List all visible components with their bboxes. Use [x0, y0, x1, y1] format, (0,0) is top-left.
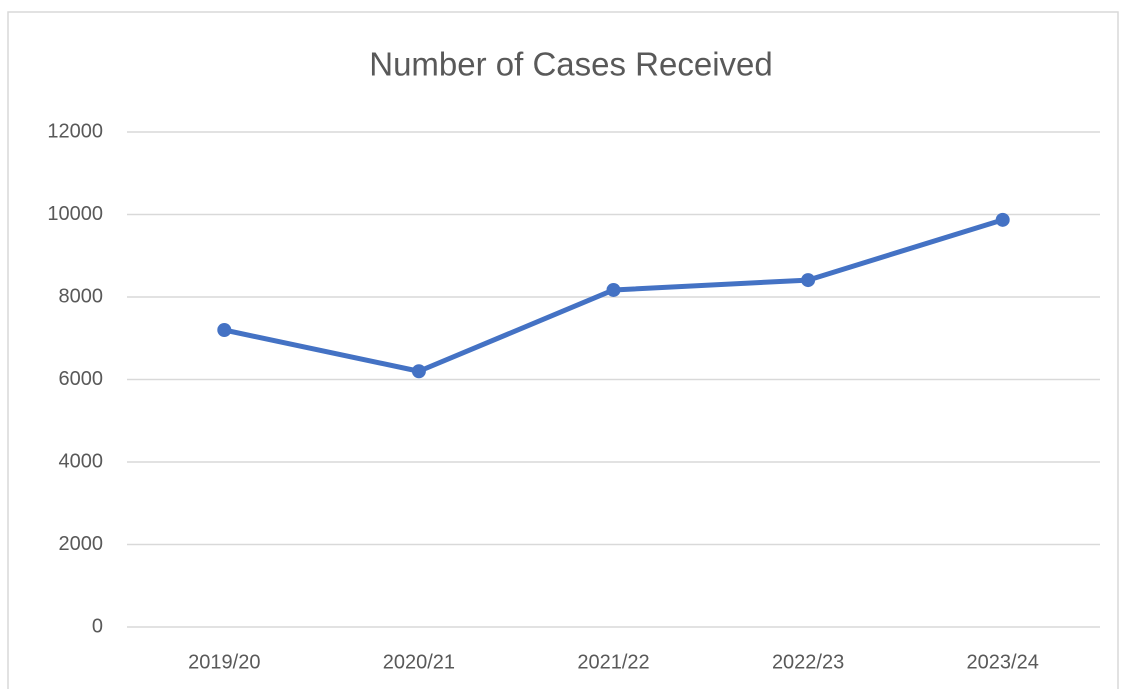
x-tick-label: 2023/24	[967, 651, 1039, 673]
data-point	[217, 323, 232, 337]
y-tick-label: 2000	[59, 533, 104, 555]
x-tick-label: 2022/23	[772, 651, 844, 673]
y-tick-label: 4000	[59, 450, 104, 472]
chart-border	[7, 11, 1119, 689]
data-point	[606, 282, 621, 297]
x-tick-label: 2020/21	[383, 651, 455, 673]
y-tick-label: 6000	[59, 368, 104, 390]
chart-title: Number of Cases Received	[369, 46, 773, 83]
y-tick-label: 0	[92, 615, 103, 637]
x-tick-label: 2019/20	[188, 651, 260, 673]
data-point	[801, 273, 816, 288]
x-tick-label: 2021/22	[577, 651, 649, 673]
y-tick-label: 8000	[59, 285, 104, 307]
y-tick-label: 12000	[47, 120, 103, 142]
data-point	[411, 364, 426, 379]
y-tick-label: 10000	[47, 203, 103, 225]
data-point	[995, 212, 1010, 227]
